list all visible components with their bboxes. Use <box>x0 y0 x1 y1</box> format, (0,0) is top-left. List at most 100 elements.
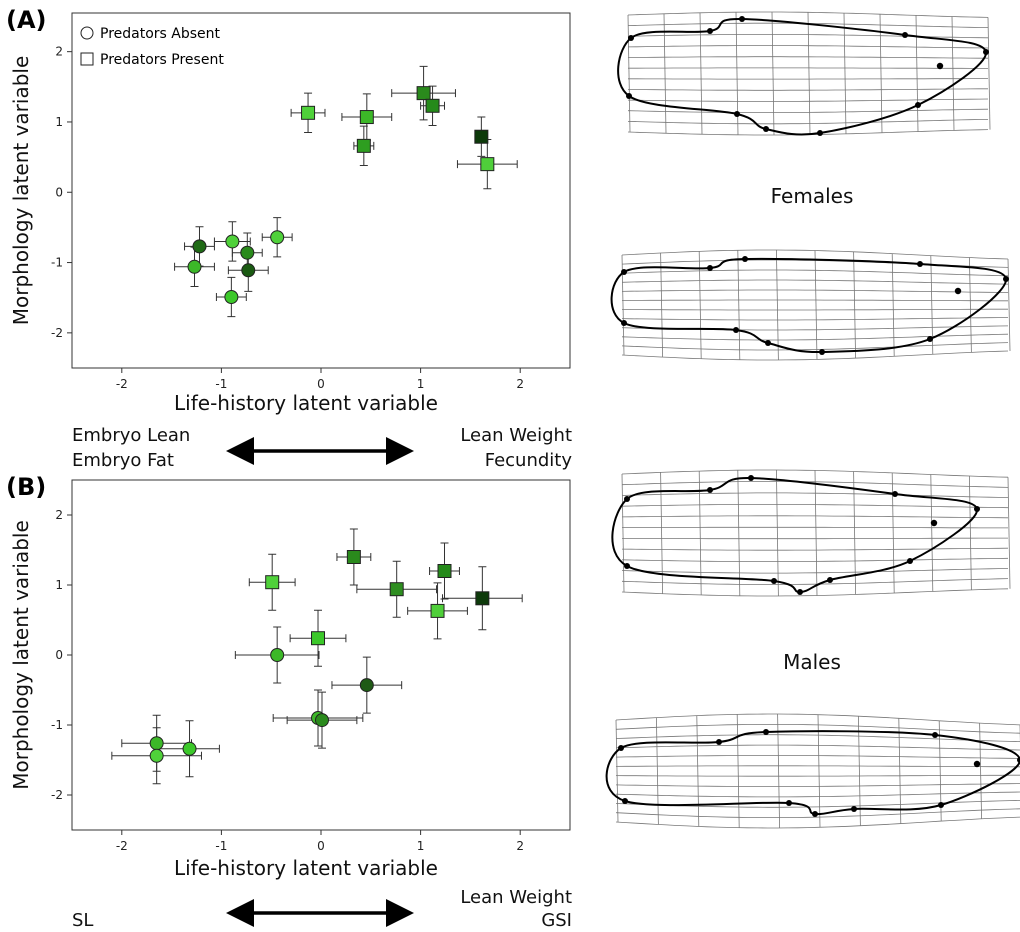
left-label: Embryo Lean <box>72 425 190 446</box>
grid-col <box>930 474 934 592</box>
error-bars <box>290 92 326 134</box>
grid-row <box>627 45 989 49</box>
grid-row <box>615 765 1020 768</box>
landmark <box>771 578 777 584</box>
landmark <box>707 487 713 493</box>
legend-marker <box>80 26 94 40</box>
grid-col <box>853 251 856 359</box>
grid-col <box>737 470 741 596</box>
grid-row <box>621 547 1009 551</box>
grid-row <box>622 537 1008 540</box>
landmark <box>973 760 981 768</box>
grid-col <box>1007 477 1011 589</box>
landmark <box>907 558 913 564</box>
right-label: Fecundity <box>485 450 573 471</box>
grid-col <box>853 471 856 595</box>
grid-row <box>628 88 988 91</box>
x-tick-label: 1 <box>417 377 425 391</box>
landmark <box>983 49 989 55</box>
landmark <box>624 563 630 569</box>
grid-row <box>627 108 989 113</box>
landmark <box>1003 276 1009 282</box>
grid-row <box>621 317 1009 321</box>
landmark <box>954 287 962 295</box>
landmark <box>817 130 823 136</box>
x-axis-label: Life-history latent variable <box>174 856 438 880</box>
grid-col <box>979 723 982 819</box>
landmark <box>819 349 825 355</box>
landmark <box>938 802 944 808</box>
point <box>430 603 445 618</box>
grid-row <box>621 308 1008 311</box>
grid-row <box>615 774 1020 777</box>
grid-col <box>814 470 818 596</box>
grid-col <box>898 718 902 824</box>
point <box>301 105 316 120</box>
y-axis-label: Morphology latent variable <box>9 56 33 326</box>
x-tick-label: -2 <box>116 839 128 853</box>
grid-col <box>663 13 667 134</box>
point <box>480 157 495 172</box>
landmark <box>628 35 634 41</box>
x-tick-label: -1 <box>215 839 227 853</box>
landmark <box>915 102 921 108</box>
grid-row <box>615 783 1020 787</box>
x-tick-label: 2 <box>516 377 524 391</box>
point <box>182 741 197 756</box>
landmark <box>765 340 771 346</box>
grid-row <box>627 119 989 125</box>
grid-col <box>951 16 955 131</box>
grid-row <box>621 568 1009 574</box>
left-label: SL <box>72 910 93 931</box>
grid-col <box>969 257 972 353</box>
error-bars <box>356 560 438 618</box>
deformation-grid <box>611 469 1011 597</box>
grid-col <box>987 17 991 130</box>
landmark <box>851 806 857 812</box>
grid-row <box>621 515 1009 519</box>
panel-label: (A) <box>6 6 47 34</box>
x-tick-label: 0 <box>317 377 325 391</box>
landmark <box>932 732 938 738</box>
x-tick-label: 1 <box>417 839 425 853</box>
point <box>192 239 207 254</box>
grid-col <box>699 12 703 135</box>
y-axis-label: Morphology latent variable <box>9 520 33 790</box>
legend-label: Predators Absent <box>100 26 221 42</box>
point <box>265 575 280 590</box>
grid-col <box>814 250 818 360</box>
grid-row <box>621 557 1009 562</box>
landmark <box>739 16 745 22</box>
landmark <box>618 745 624 751</box>
landmark <box>763 729 769 735</box>
grid-row <box>621 342 1009 351</box>
outline <box>610 257 1007 354</box>
grid-row <box>621 279 1009 285</box>
grid-row <box>615 755 1020 759</box>
right-label: Lean Weight <box>460 887 572 908</box>
y-tick-label: -1 <box>51 718 63 732</box>
landmark <box>734 111 740 117</box>
y-tick-label: 2 <box>55 45 63 59</box>
grid-col <box>737 250 741 360</box>
landmark <box>930 519 938 527</box>
grid-row <box>628 56 988 59</box>
grid-row <box>615 744 1020 751</box>
outline <box>605 730 1020 816</box>
point <box>389 582 404 597</box>
landmark <box>733 327 739 333</box>
landmark <box>812 811 818 817</box>
landmark <box>797 589 803 595</box>
point <box>240 245 255 260</box>
point <box>225 234 240 249</box>
y-tick-label: -2 <box>51 788 63 802</box>
x-axis-label: Life-history latent variable <box>174 391 438 415</box>
grid-col <box>660 253 663 357</box>
grid-row <box>615 800 1020 808</box>
right-label: GSI <box>541 910 572 931</box>
error-bars <box>215 276 247 318</box>
grid-row <box>627 11 989 18</box>
grid-col <box>777 714 780 828</box>
deformation-grid <box>605 713 1020 829</box>
point <box>359 110 374 125</box>
